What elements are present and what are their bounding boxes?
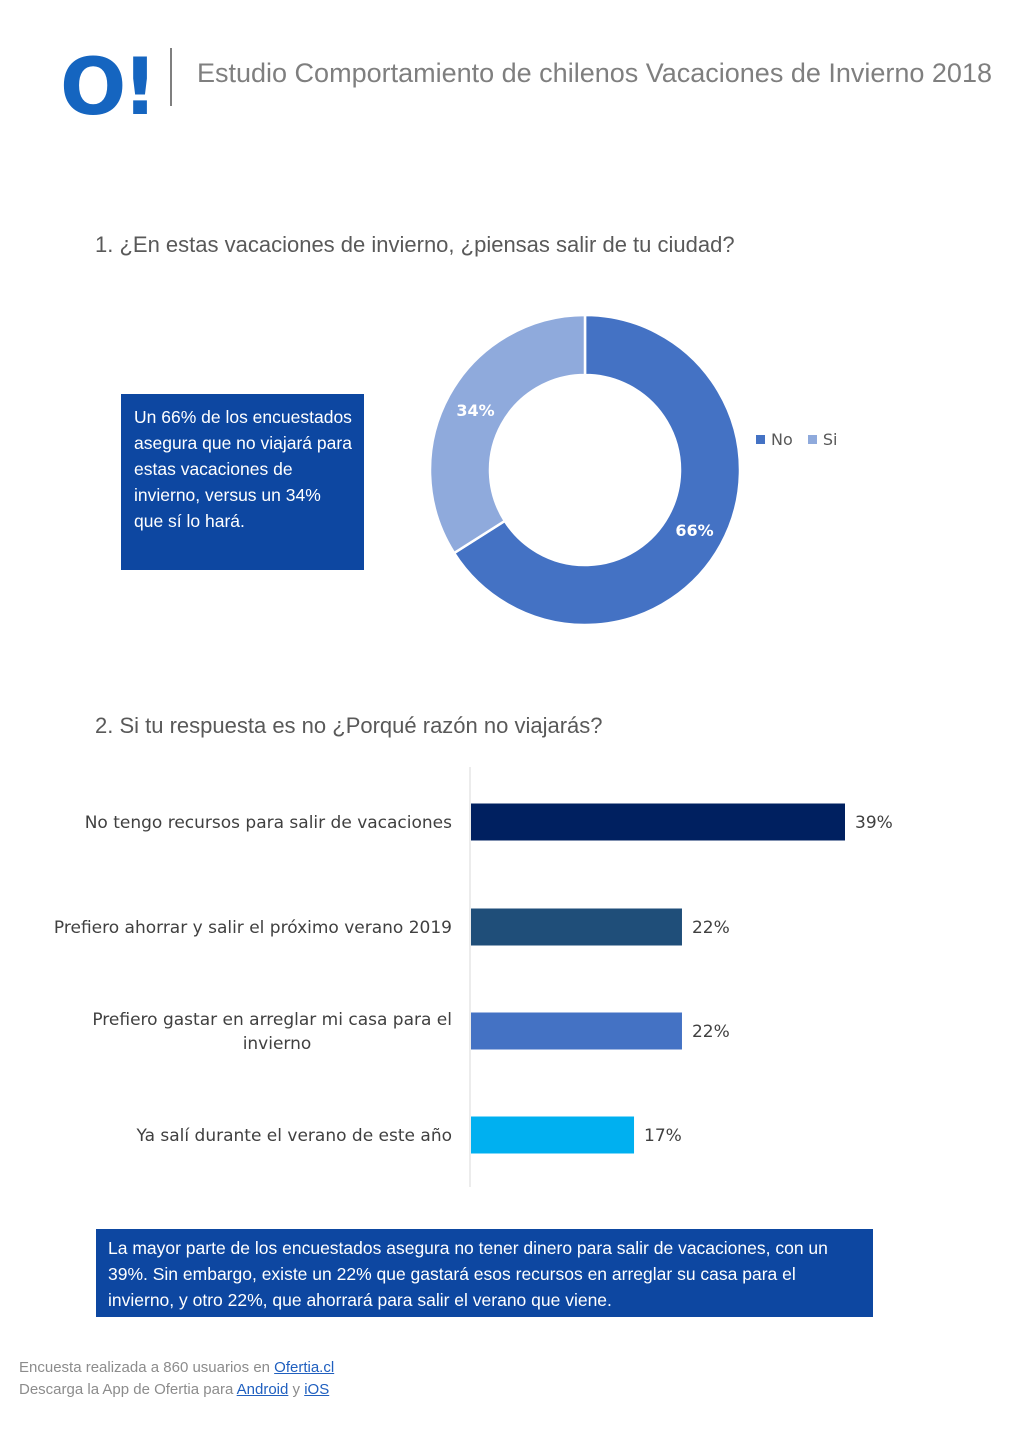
bar-value-label-3: 22% bbox=[692, 1022, 730, 1042]
summary-note-2: La mayor parte de los encuestados asegur… bbox=[96, 1229, 873, 1317]
legend-label-no: No bbox=[771, 430, 793, 449]
ofertia-link[interactable]: Ofertia.cl bbox=[274, 1359, 335, 1376]
bar-2 bbox=[471, 908, 682, 946]
legend-swatch-si bbox=[807, 435, 817, 444]
question-2-title: 2. Si tu respuesta es no ¿Porqué razón n… bbox=[95, 713, 603, 738]
donut-chart: 66% 34% bbox=[428, 313, 742, 627]
footer-download-text: Descarga la App de Ofertia para bbox=[19, 1381, 237, 1398]
donut-slice-si bbox=[428, 313, 587, 555]
donut-label-si: 34% bbox=[456, 401, 494, 420]
bar-4 bbox=[471, 1116, 635, 1154]
legend-item-no: No bbox=[756, 430, 793, 449]
bar-chart: 39% No tengo recursos para salir de vacac… bbox=[54, 767, 893, 1187]
android-link[interactable]: Android bbox=[236, 1381, 289, 1398]
donut-slice-no bbox=[452, 313, 742, 627]
ios-link[interactable]: iOS bbox=[304, 1381, 330, 1398]
bar-category-label-2: Prefiero ahorrar y salir el próximo vera… bbox=[54, 918, 452, 938]
bar-3 bbox=[471, 1012, 682, 1050]
footer-survey-text: Encuesta realizada a 860 usuarios en bbox=[19, 1359, 275, 1376]
summary-note-1: Un 66% de los encuestados asegura que no… bbox=[121, 394, 364, 570]
bar-value-label-2: 22% bbox=[692, 918, 730, 938]
legend-swatch-no bbox=[756, 435, 765, 444]
legend-item-si: Si bbox=[807, 430, 838, 449]
footer-download-line: Descarga la App de Ofertia para Android … bbox=[19, 1381, 329, 1398]
header-divider bbox=[170, 48, 172, 106]
bar-category-label-1: No tengo recursos para salir de vacacion… bbox=[85, 813, 452, 833]
footer-separator: y bbox=[288, 1381, 305, 1398]
ofertia-logo: O! bbox=[60, 46, 156, 120]
bar-value-label-4: 17% bbox=[644, 1126, 682, 1146]
bar-category-label-4: Ya salí durante el verano de este año bbox=[136, 1126, 452, 1146]
donut-legend: No Si bbox=[756, 430, 847, 449]
legend-label-si: Si bbox=[822, 430, 838, 449]
bar-value-label-1: 39% bbox=[855, 813, 893, 833]
bar-1 bbox=[471, 803, 845, 841]
footer-survey-line: Encuesta realizada a 860 usuarios en Ofe… bbox=[19, 1359, 334, 1376]
donut-label-no: 66% bbox=[675, 521, 713, 540]
bar-category-label-3: Prefiero gastar en arreglar mi casa para… bbox=[92, 1010, 452, 1054]
question-1-title: 1. ¿En estas vacaciones de invierno, ¿pi… bbox=[95, 232, 735, 257]
svg-text:O!: O! bbox=[60, 46, 154, 120]
page-title: Estudio Comportamiento de chilenos Vacac… bbox=[197, 58, 992, 88]
